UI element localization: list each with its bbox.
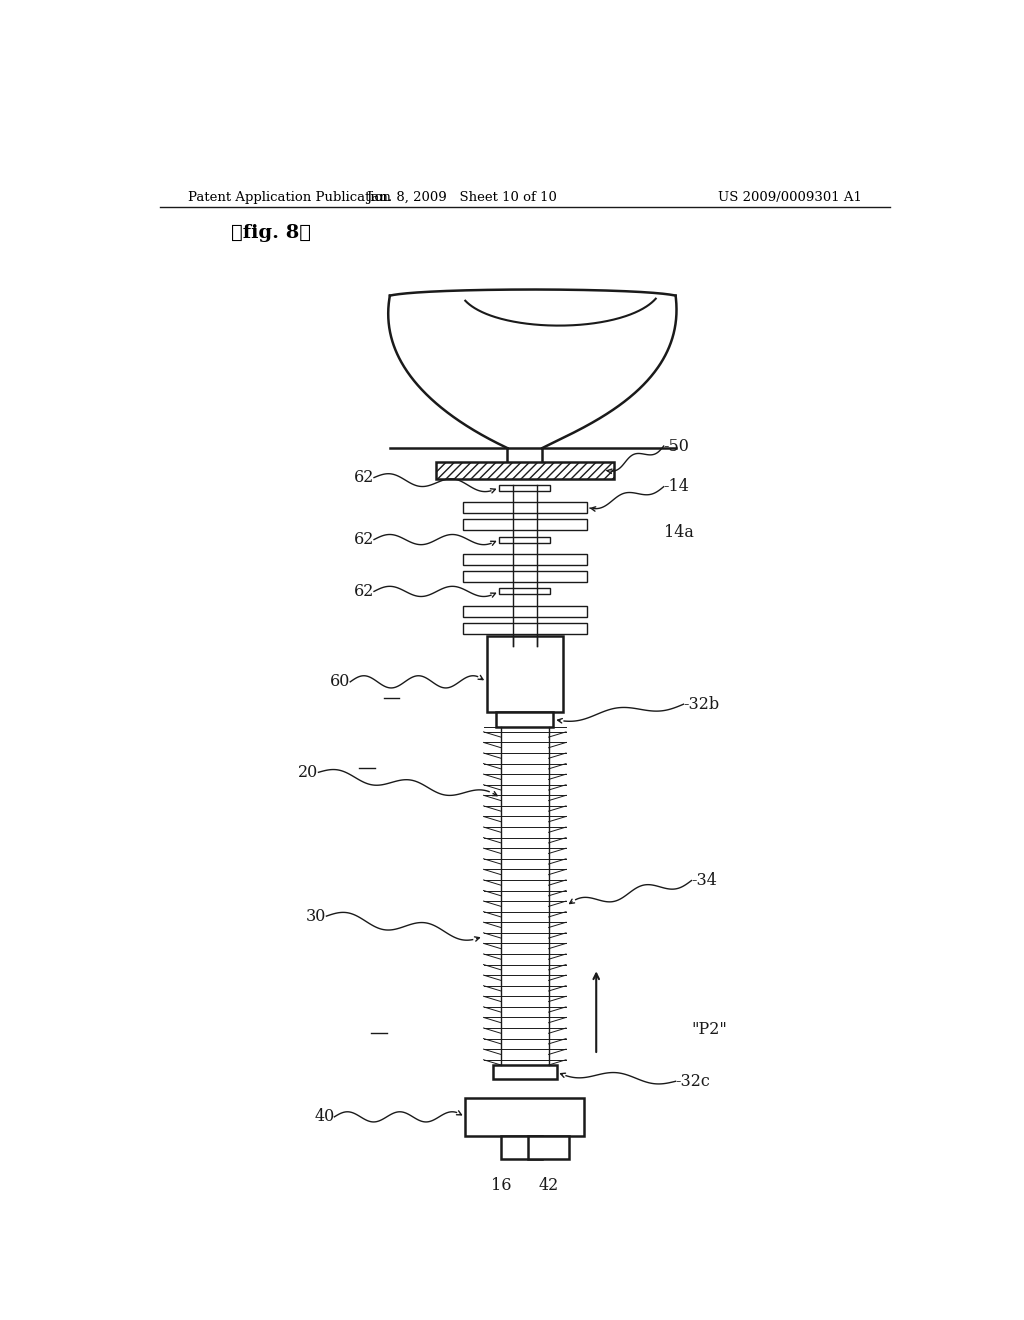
Text: 40: 40 xyxy=(314,1109,334,1126)
Bar xyxy=(500,484,550,491)
Bar xyxy=(494,1065,557,1080)
Bar xyxy=(463,572,587,582)
Text: -32c: -32c xyxy=(676,1073,711,1090)
Text: 62: 62 xyxy=(353,531,374,548)
Text: 60: 60 xyxy=(330,673,350,690)
Text: 16: 16 xyxy=(490,1177,511,1193)
Bar xyxy=(507,447,543,466)
Text: 42: 42 xyxy=(539,1177,559,1193)
Text: 30: 30 xyxy=(306,908,327,924)
Bar xyxy=(500,640,550,647)
Text: 14a: 14a xyxy=(664,524,693,541)
Text: Jan. 8, 2009   Sheet 10 of 10: Jan. 8, 2009 Sheet 10 of 10 xyxy=(366,191,557,203)
Text: 20: 20 xyxy=(298,764,318,781)
Bar xyxy=(463,554,587,565)
Text: Patent Application Publication: Patent Application Publication xyxy=(187,191,390,203)
Text: -34: -34 xyxy=(691,873,718,890)
Bar xyxy=(500,589,550,594)
Text: "P2": "P2" xyxy=(691,1020,727,1038)
Bar xyxy=(436,462,613,479)
Bar xyxy=(501,1137,543,1159)
Bar xyxy=(528,1137,569,1159)
Text: -50: -50 xyxy=(664,437,689,454)
Bar xyxy=(463,623,587,634)
Text: 62: 62 xyxy=(353,469,374,486)
Bar xyxy=(463,502,587,513)
Bar xyxy=(497,713,553,726)
Bar xyxy=(465,1097,585,1137)
Bar xyxy=(486,636,563,713)
Bar xyxy=(500,536,550,543)
Text: -32b: -32b xyxy=(684,696,720,713)
Text: US 2009/0009301 A1: US 2009/0009301 A1 xyxy=(718,191,862,203)
Bar xyxy=(463,519,587,531)
Text: 62: 62 xyxy=(353,583,374,599)
Text: 『fig. 8』: 『fig. 8』 xyxy=(231,224,311,243)
Bar xyxy=(463,606,587,616)
Text: -14: -14 xyxy=(664,478,689,495)
